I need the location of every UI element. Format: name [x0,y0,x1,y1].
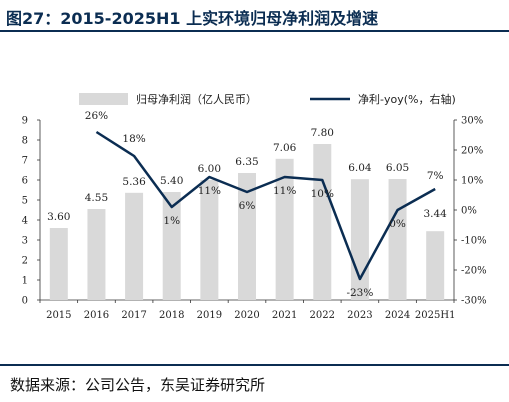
line-value-label: 26% [85,110,108,122]
x-tick-label: 2024 [385,310,410,321]
line-value-label: 18% [122,133,145,145]
left-tick-label: 9 [22,116,28,127]
left-tick-label: 1 [22,276,28,287]
line-value-label: 11% [273,185,296,197]
legend-label-bar: 归母净利润（亿人民币） [136,92,257,106]
right-tick-label: 30% [461,116,483,127]
x-tick-label: 2019 [197,310,222,321]
line-value-label: -23% [346,287,373,299]
bar [162,192,181,300]
bar [313,144,332,300]
x-tick-label: 2020 [234,310,259,321]
yoy-line [95,130,436,281]
left-tick-label: 0 [22,296,28,307]
line-value-label: 0% [389,218,406,230]
bar-value-label: 7.06 [273,142,297,154]
bar-value-label: 6.35 [235,156,258,168]
x-tick-label: 2016 [84,310,109,321]
source-divider [0,364,509,366]
bar-value-label: 6.05 [386,162,409,174]
right-tick-label: -20% [461,266,487,277]
x-tick-label: 2022 [310,310,335,321]
bar-value-label: 7.80 [311,127,334,139]
right-tick-label: 10% [461,176,483,187]
line-value-label: 10% [311,188,334,200]
bar-value-label: 6.04 [348,162,372,174]
left-tick-label: 7 [22,156,28,167]
x-tick-label: 2021 [272,310,297,321]
right-tick-label: 20% [461,146,483,157]
left-tick-label: 5 [22,196,28,207]
bar [388,179,407,300]
title-divider [0,30,509,32]
x-tick-label: 2015 [46,310,71,321]
bar [275,158,294,300]
right-tick-label: 0% [461,206,477,217]
bar [200,180,219,300]
left-tick-label: 4 [22,216,28,227]
legend-label-line: 净利-yoy(%，右轴) [358,92,456,106]
x-tick-label: 2017 [121,310,146,321]
line-value-label: 6% [239,200,256,212]
bar-value-label: 6.00 [198,163,221,175]
line-value-label: 1% [163,215,180,227]
x-tick-label: 2023 [347,310,372,321]
bar-value-label: 3.44 [423,208,447,220]
bar-value-label: 5.36 [122,176,146,188]
bar [49,228,68,300]
source-note: 数据来源：公司公告，东吴证券研究所 [10,376,266,394]
chart-title: 图27：2015-2025H1 上实环境归母净利润及增速 [6,9,379,28]
x-tick-label: 2025H1 [415,310,456,321]
bar [350,179,369,300]
right-tick-label: -10% [461,236,487,247]
left-tick-label: 8 [22,136,28,147]
line-value-label: 11% [198,185,221,197]
bar-value-label: 4.55 [85,192,108,204]
bar [87,209,106,300]
bar [426,231,445,300]
line-value-label: 7% [427,170,444,182]
bar [125,192,144,300]
right-tick-label: -30% [461,296,487,307]
bar [238,173,256,300]
x-tick-label: 2018 [159,310,184,321]
left-tick-label: 2 [22,256,28,267]
left-tick-label: 6 [22,176,28,187]
legend-swatch-bar [79,93,128,105]
bar-value-label: 3.60 [47,211,70,223]
left-tick-label: 3 [22,236,28,247]
bar-value-label: 5.40 [160,175,183,187]
